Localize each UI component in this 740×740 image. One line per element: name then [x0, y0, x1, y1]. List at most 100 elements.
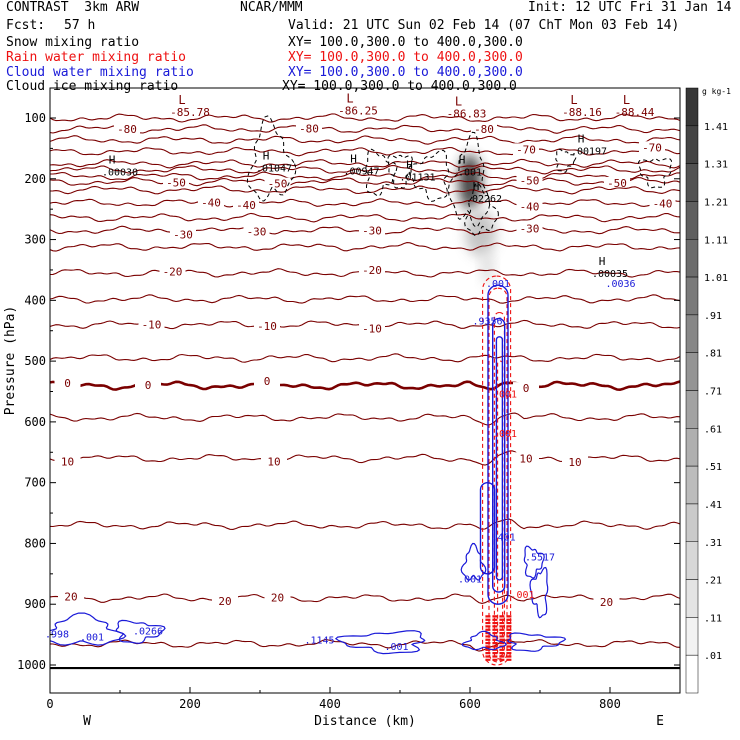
isotherm--25 — [50, 242, 680, 252]
isotherm-label-bg — [562, 455, 588, 468]
cloud-water-label: .998 — [45, 630, 69, 641]
ice-max-value: .001 — [458, 168, 482, 179]
cloud-water-contour — [529, 566, 549, 619]
cloud-water-label: .0266 — [133, 627, 163, 638]
cloud-water-label: .1145 — [304, 636, 334, 647]
colorbar-segment — [685, 87, 699, 127]
ice-max-mark: H — [109, 154, 116, 167]
colorbar-segment — [685, 276, 699, 316]
cloud-water-contour — [523, 545, 545, 579]
isotherm-label: 10 — [61, 456, 74, 469]
cloud-ice-contour — [464, 182, 499, 237]
ice-max-value: .01047 — [256, 163, 292, 174]
isotherm-label-bg — [649, 197, 676, 210]
y-tick-label: 300 — [24, 233, 46, 247]
colorbar-label: .91 — [704, 311, 722, 322]
colorbar-label: 1.11 — [704, 235, 728, 246]
isotherm--5 — [50, 353, 680, 363]
low-mark: L — [570, 93, 577, 107]
isotherm-label: -40 — [653, 198, 673, 211]
org-title: NCAR/MMM — [240, 0, 303, 15]
cloud-water-contour — [492, 317, 506, 593]
colorbar-units: g kg-1 — [702, 87, 731, 96]
cloud-ice-contour — [246, 115, 297, 202]
cloud-water-contour — [461, 630, 507, 651]
isotherm-label: 20 — [271, 591, 284, 604]
cloud-ice-contour — [637, 158, 673, 189]
low-value: -86.83 — [447, 108, 487, 121]
rain-label: .001 — [510, 590, 534, 601]
isotherm-label: -50 — [607, 177, 627, 190]
y-tick-label: 900 — [24, 597, 46, 611]
cloud-ice-contour — [408, 149, 450, 202]
ice-max-value: .02262 — [466, 194, 502, 205]
low-value: -86.25 — [338, 105, 378, 118]
rain-label: .001 — [493, 429, 517, 440]
isotherm--55 — [50, 171, 680, 182]
forecast-hours: 57 h — [64, 18, 96, 33]
isotherm-label-bg — [604, 176, 630, 189]
field-snow-name: Snow mixing ratio — [6, 35, 140, 50]
colorbar-segment — [685, 617, 699, 656]
isotherm-label-bg — [254, 320, 280, 333]
isotherm-label-bg — [114, 123, 140, 136]
isotherm-label-bg — [471, 123, 497, 136]
colorbar-segment — [685, 465, 699, 505]
y-tick-label: 800 — [24, 536, 46, 550]
colorbar-segment — [685, 239, 699, 278]
cloud-water-label: .9356 — [472, 317, 502, 328]
low-value: -88.16 — [562, 106, 602, 119]
colorbar-label: .01 — [704, 651, 722, 662]
isotherm-label: -10 — [362, 323, 382, 336]
isotherm-label: -40 — [520, 200, 540, 213]
x-tick-label: 400 — [319, 697, 341, 711]
isotherm-label: -70 — [642, 141, 662, 154]
cloud-water-label: .401 — [492, 532, 516, 543]
isotherm-label-bg — [261, 455, 287, 468]
colorbar-segment — [685, 390, 699, 429]
y-tick-label: 200 — [24, 172, 46, 186]
ice-max-mark: H — [406, 159, 413, 172]
isotherm-label-bg — [159, 265, 186, 278]
cloud-water-label: .5517 — [525, 552, 555, 563]
cloud-water-contour — [506, 632, 567, 652]
ice-max-mark: H — [263, 149, 270, 162]
x-axis-label: Distance (km) — [314, 714, 416, 729]
cloud-ice-contour — [387, 154, 413, 189]
valid-time: Valid: 21 UTC Sun 02 Feb 14 (07 ChT Mon … — [288, 18, 680, 33]
colorbar-label: .21 — [704, 576, 722, 587]
isotherm--45 — [50, 184, 680, 195]
isotherm-label-bg — [58, 590, 84, 603]
x-tick-label: 200 — [179, 697, 201, 711]
isotherm-label-bg — [593, 596, 620, 609]
isotherm-label: -50 — [166, 177, 186, 190]
cloud-water-contour — [115, 619, 166, 644]
isotherm-15 — [50, 518, 680, 530]
isotherm-label-bg — [516, 174, 543, 187]
isotherm-label: 10 — [519, 452, 532, 465]
ice-max-mark: H — [350, 153, 357, 166]
isotherm-label-bg — [639, 141, 665, 154]
isotherm-label-bg — [264, 177, 291, 190]
isotherm-label-bg — [254, 375, 280, 388]
isotherm-label-bg — [54, 376, 81, 389]
colorbar-segment — [685, 201, 699, 240]
y-tick-label: 500 — [24, 354, 46, 368]
low-mark: L — [346, 92, 353, 106]
isotherm--15 — [50, 294, 680, 304]
cloud-water-contour — [50, 612, 127, 646]
low-mark: L — [623, 93, 630, 107]
isotherm-label: 0 — [523, 382, 530, 395]
isotherm-25 — [50, 639, 680, 652]
isotherm-label-bg — [138, 318, 165, 331]
isotherm-label-bg — [513, 143, 539, 156]
rain-contour — [488, 287, 508, 663]
plot-frame — [49, 87, 681, 694]
y-axis-label: Pressure (hPa) — [3, 306, 18, 416]
ice-max-value: .00030 — [102, 168, 138, 179]
low-mark: L — [455, 95, 462, 109]
isotherm-label: -80 — [299, 122, 319, 135]
isotherm--50 — [50, 176, 680, 187]
isotherm-label: 20 — [64, 591, 77, 604]
